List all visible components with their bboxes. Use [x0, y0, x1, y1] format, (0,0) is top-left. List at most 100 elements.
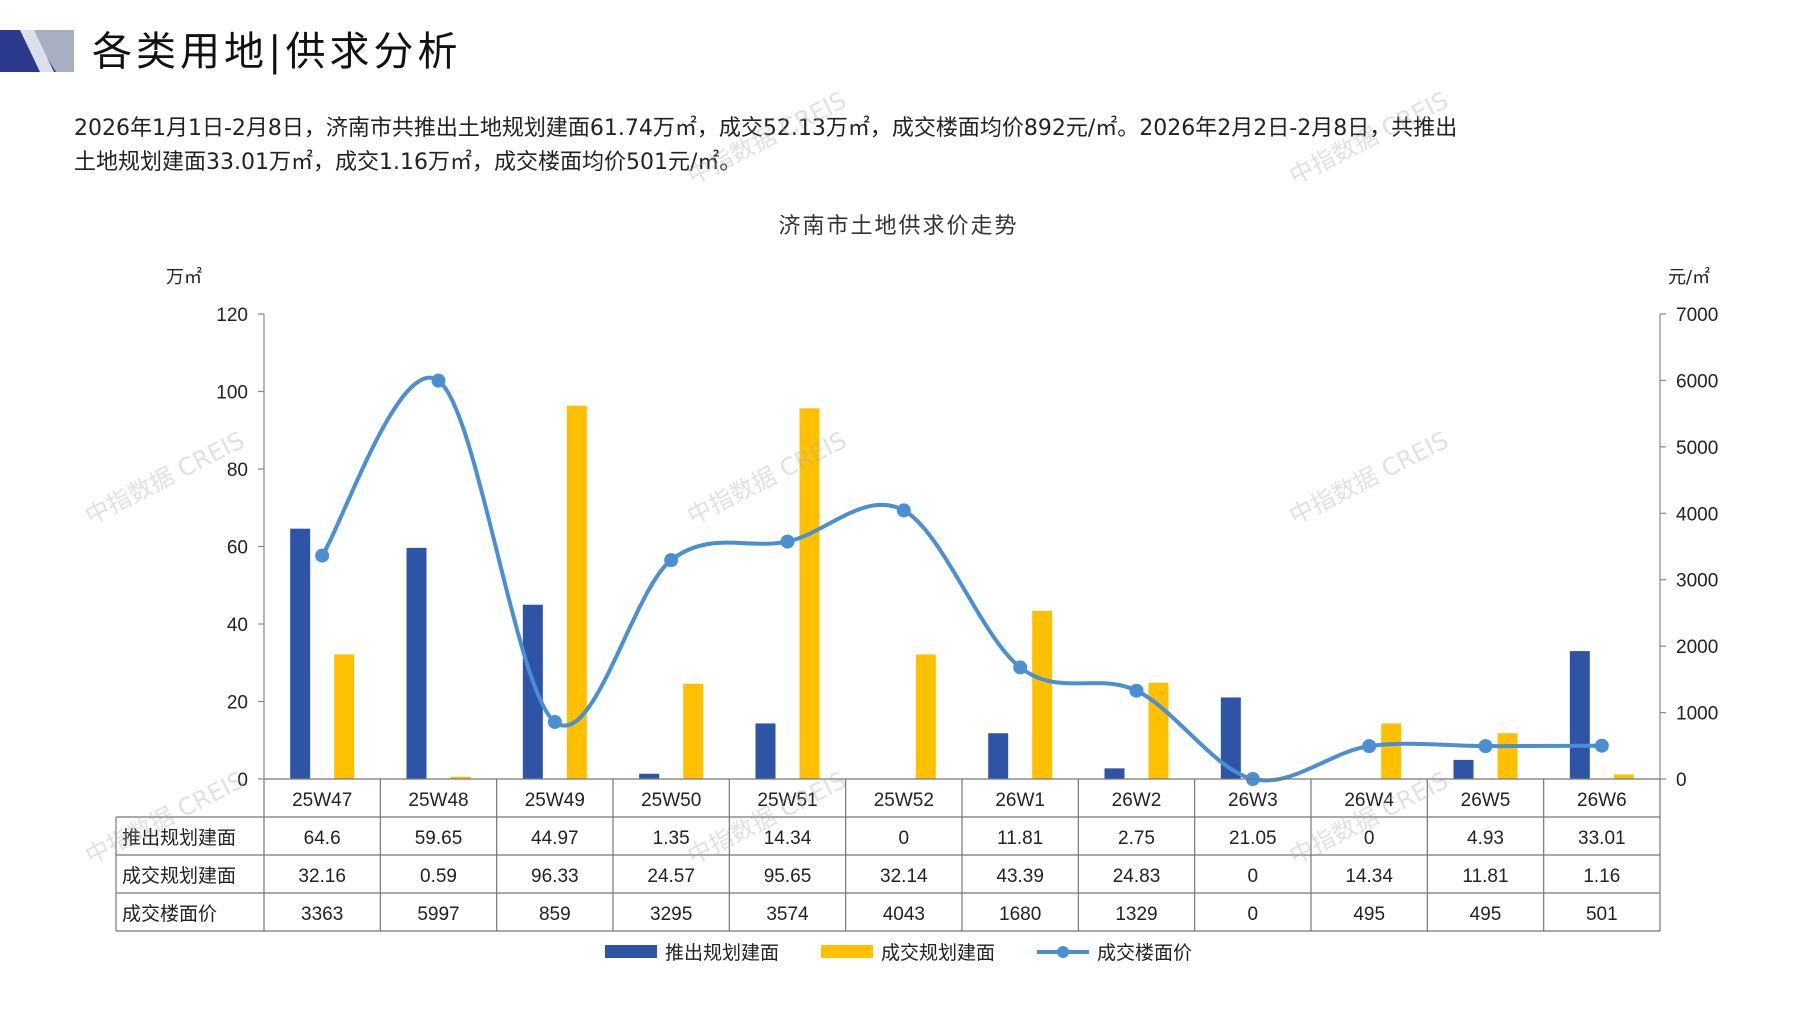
data-label: 59.65 [415, 828, 463, 849]
logo-icon [0, 30, 74, 72]
price-line [320, 375, 1602, 783]
bar-deal [1613, 774, 1634, 779]
price-point [1129, 683, 1144, 698]
table-row-label: 成交楼面价 [122, 903, 217, 925]
right-tick-label: 3000 [1676, 571, 1718, 592]
legend-item-supply: 推出规划建面 [604, 938, 779, 965]
data-label: 501 [1586, 904, 1618, 925]
data-label: 1.16 [1583, 866, 1620, 887]
price-point [1013, 660, 1028, 675]
data-label: 5997 [417, 904, 459, 925]
price-point [1362, 739, 1377, 754]
price-point [1478, 739, 1493, 754]
data-label: 14.34 [1345, 866, 1393, 887]
x-tick-label: 26W1 [995, 790, 1045, 811]
x-tick-label: 25W52 [874, 790, 934, 811]
data-label: 3574 [766, 904, 809, 925]
legend-swatch-price [1037, 945, 1089, 958]
price-point [1594, 738, 1609, 753]
bar-supply [1104, 768, 1125, 779]
summary-line-1: 2026年1月1日-2月8日，济南市共推出土地规划建面61.74万㎡，成交52.… [74, 116, 1458, 141]
data-label: 0.59 [420, 866, 457, 887]
legend-item-deal: 成交规划建面 [820, 938, 995, 965]
legend-label-supply: 推出规划建面 [664, 942, 779, 964]
data-label: 96.33 [531, 866, 579, 887]
data-label: 1329 [1115, 904, 1157, 925]
right-tick-label: 0 [1676, 770, 1687, 791]
chart-title: 济南市土地供求价走势 [778, 214, 1019, 239]
price-point [780, 534, 795, 549]
left-tick-label: 0 [237, 770, 248, 791]
data-label: 95.65 [764, 866, 812, 887]
right-tick-label: 7000 [1676, 305, 1718, 326]
bar-supply [1220, 697, 1241, 779]
data-label: 495 [1353, 904, 1385, 925]
x-tick-label: 25W51 [757, 790, 817, 811]
data-label: 495 [1470, 904, 1502, 925]
chart-legend: 推出规划建面 成交规划建面 成交楼面价 [0, 938, 1797, 965]
legend-swatch-supply [604, 945, 657, 958]
bar-deal [1497, 733, 1518, 779]
right-tick-label: 1000 [1676, 704, 1718, 725]
page-header: 各类用地|供求分析 [0, 26, 1797, 78]
bar-supply [290, 528, 311, 779]
price-point [315, 548, 330, 563]
x-tick-label: 26W2 [1112, 790, 1162, 811]
bar-supply [522, 604, 543, 779]
x-tick-label: 25W49 [525, 790, 585, 811]
data-label: 3295 [650, 904, 692, 925]
x-tick-label: 25W47 [292, 790, 352, 811]
bar-supply [406, 547, 427, 779]
x-tick-label: 26W3 [1228, 790, 1278, 811]
bar-deal [683, 683, 704, 779]
left-tick-label: 60 [227, 538, 248, 559]
price-point [664, 553, 679, 568]
bar-deal [1381, 723, 1402, 779]
data-label: 21.05 [1229, 828, 1277, 849]
right-tick-label: 6000 [1676, 371, 1718, 392]
data-label: 43.39 [996, 866, 1044, 887]
data-label: 24.57 [647, 866, 695, 887]
legend-item-price: 成交楼面价 [1037, 938, 1192, 965]
data-label: 32.16 [298, 866, 346, 887]
data-label: 0 [899, 828, 910, 849]
data-label: 0 [1364, 828, 1375, 849]
page-title: 各类用地|供求分析 [92, 29, 462, 75]
data-label: 0 [1248, 866, 1259, 887]
left-tick-label: 40 [227, 615, 248, 636]
price-point [547, 714, 562, 729]
left-tick-label: 20 [227, 693, 248, 714]
bar-supply [1453, 759, 1474, 779]
data-label: 1680 [999, 904, 1041, 925]
bar-deal [915, 654, 936, 779]
data-label: 2.75 [1118, 828, 1155, 849]
legend-label-deal: 成交规划建面 [880, 942, 995, 964]
bar-deal [799, 408, 820, 779]
price-point [896, 503, 911, 518]
x-tick-label: 26W5 [1461, 790, 1511, 811]
right-tick-label: 4000 [1676, 504, 1718, 525]
x-tick-label: 25W48 [408, 790, 468, 811]
bar-deal [1148, 682, 1169, 779]
bar-deal [1032, 610, 1053, 779]
data-label: 4043 [883, 904, 925, 925]
right-tick-label: 5000 [1676, 438, 1718, 459]
data-label: 859 [539, 904, 571, 925]
data-label: 64.6 [304, 828, 341, 849]
left-tick-label: 100 [216, 383, 248, 404]
summary-text: 2026年1月1日-2月8日，济南市共推出土地规划建面61.74万㎡，成交52.… [74, 112, 1734, 180]
bar-deal [450, 776, 471, 779]
left-axis-unit: 万㎡ [166, 266, 202, 288]
right-tick-label: 2000 [1676, 637, 1718, 658]
right-axis-unit: 元/㎡ [1668, 266, 1710, 288]
x-tick-label: 26W6 [1577, 790, 1627, 811]
data-label: 14.34 [764, 828, 812, 849]
data-label: 32.14 [880, 866, 928, 887]
bar-deal [566, 405, 587, 779]
price-point [431, 373, 446, 388]
bar-deal [334, 654, 355, 779]
table-row-label: 成交规划建面 [122, 865, 236, 887]
data-label: 11.81 [997, 828, 1043, 849]
data-label: 24.83 [1113, 866, 1161, 887]
